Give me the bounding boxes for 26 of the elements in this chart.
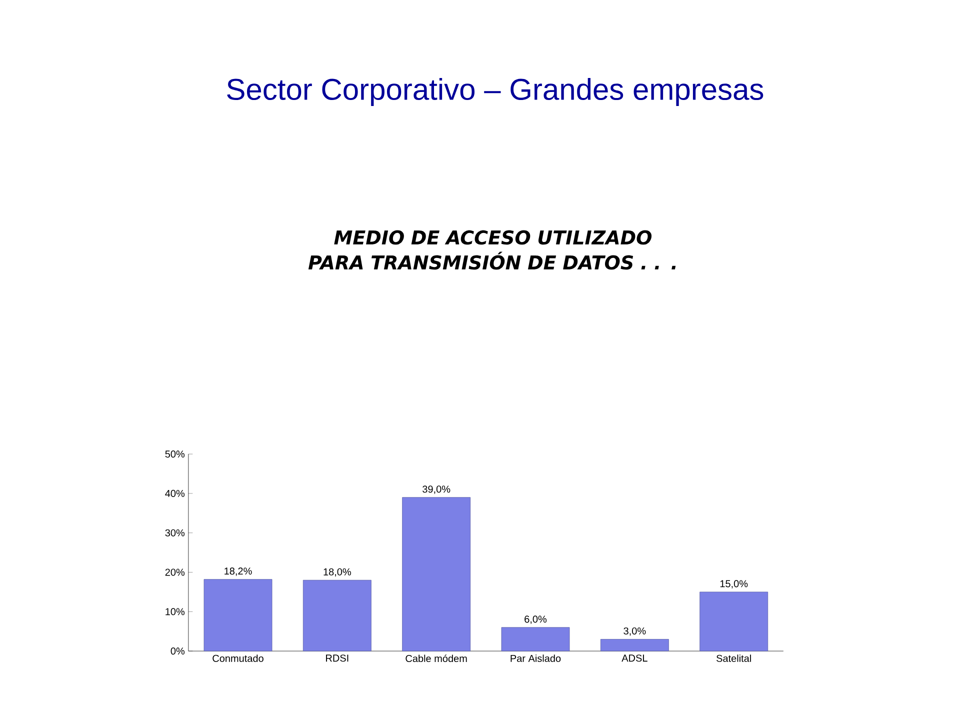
bar (501, 627, 570, 652)
y-tick-label: 40% (165, 490, 185, 497)
y-tick-label: 20% (165, 568, 185, 576)
bar (600, 639, 669, 652)
x-tick-label: RDSI (326, 654, 348, 662)
data-label: 6,0% (524, 616, 547, 624)
chart-subtitle: MEDIO DE ACCESO UTILIZADO PARA TRANSMISIÓN DE DATOS . . . (308, 230, 676, 270)
bar (302, 580, 372, 652)
x-tick-label: ADSL (622, 654, 648, 662)
y-tick-label: 10% (166, 608, 185, 616)
x-tick-label: Satelital (716, 654, 751, 662)
x-tick-label: Cable módem (406, 654, 467, 662)
data-label: 18,2% (224, 568, 252, 576)
y-tick-label: 30% (165, 529, 185, 536)
bar (204, 579, 272, 652)
x-tick-label: Conmutado (212, 654, 264, 662)
data-label: 39,0% (422, 486, 450, 494)
x-tick-label: Par Aislado (510, 654, 561, 662)
data-label: 3,0% (624, 627, 646, 636)
data-label: 18,0% (324, 568, 351, 577)
y-tick-label: 0% (170, 648, 185, 655)
bar (700, 592, 768, 652)
y-tick-label: 50% (165, 450, 185, 458)
bar (402, 497, 471, 652)
data-label: 15,0% (720, 580, 748, 588)
chart-title: Sector Corporativo – Grandes empresas (227, 78, 764, 106)
